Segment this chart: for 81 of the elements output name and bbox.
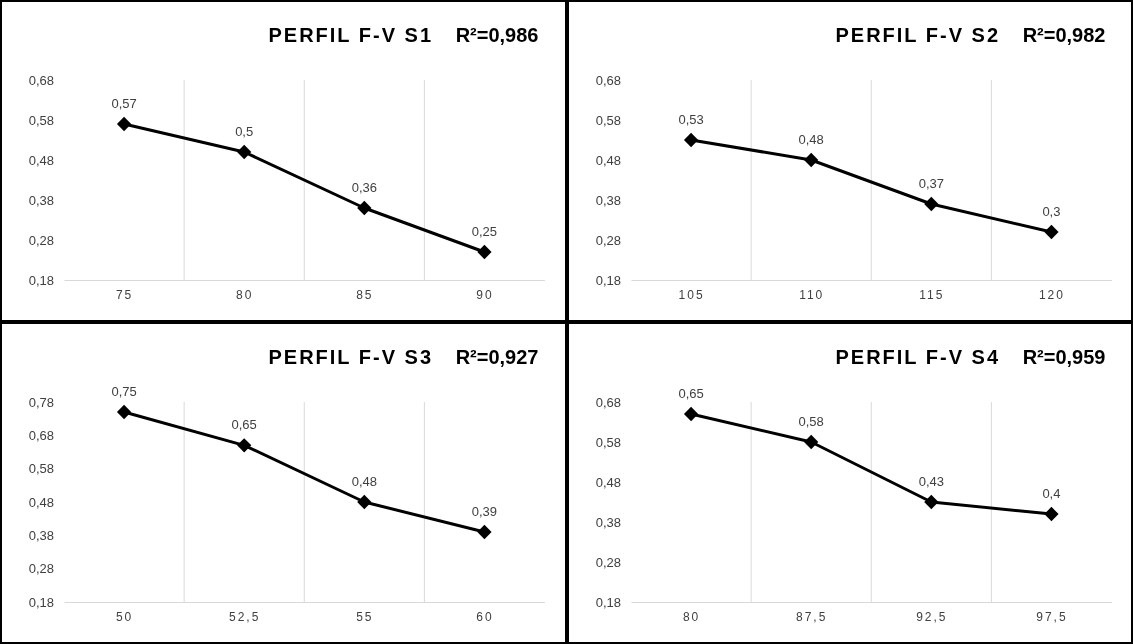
- y-tick-label: 0,18: [28, 272, 54, 288]
- y-tick-label: 0,48: [595, 152, 621, 168]
- x-tick-label: 80: [236, 287, 254, 302]
- x-tick-label: 90: [476, 287, 494, 302]
- text: R²=0,986: [455, 24, 539, 46]
- text: R²=0,959: [1022, 346, 1105, 368]
- point: [683, 406, 698, 422]
- x-tick-label: 52,5: [229, 609, 261, 624]
- chart-title: PERFIL F-V S4: [834, 346, 1000, 368]
- y-tick-label: 0,18: [595, 594, 621, 610]
- y-tick-label: 0,68: [28, 427, 54, 443]
- y-tick-label: 0,58: [595, 434, 621, 450]
- x-tick-label: 87,5: [795, 609, 827, 624]
- y-tick-label: 0,38: [595, 514, 621, 530]
- x-tick-label: 110: [798, 287, 824, 302]
- data-label: 0,36: [351, 180, 377, 195]
- x-tick-label: 115: [918, 287, 944, 302]
- point: [237, 144, 252, 160]
- data-label: 0,48: [798, 132, 824, 147]
- x-tick-label: 97,5: [1035, 609, 1068, 624]
- point: [357, 200, 372, 216]
- x-tick-label: 80: [682, 609, 700, 624]
- data-label: 0,39: [471, 504, 498, 519]
- text: R²=0,982: [1022, 24, 1105, 46]
- data-label: 0,53: [677, 112, 704, 127]
- data-label: 0,58: [798, 414, 824, 429]
- y-tick-label: 0,58: [28, 461, 54, 477]
- data-label: 0,25: [471, 224, 498, 239]
- point: [477, 524, 492, 540]
- chart-title: PERFIL F-V S3: [268, 346, 434, 368]
- y-tick-label: 0,28: [595, 554, 621, 570]
- point: [237, 438, 252, 453]
- y-tick-label: 0,68: [28, 72, 54, 88]
- y-tick-label: 0,18: [595, 272, 621, 288]
- data-label: 0,75: [111, 384, 137, 399]
- point: [357, 494, 372, 510]
- point: [1043, 506, 1059, 522]
- x-tick-label: 120: [1038, 287, 1065, 302]
- y-tick-label: 0,48: [28, 152, 54, 168]
- y-tick-label: 0,58: [595, 112, 621, 128]
- y-tick-label: 0,68: [595, 394, 621, 410]
- y-tick-label: 0,48: [28, 494, 54, 510]
- data-label: 0,4: [1041, 486, 1060, 501]
- point: [116, 404, 132, 420]
- data-label: 0,57: [111, 96, 137, 111]
- data-label: 0,5: [235, 124, 254, 139]
- y-tick-label: 0,28: [595, 232, 621, 248]
- point: [477, 244, 492, 260]
- point: [803, 152, 818, 168]
- data-label: 0,48: [351, 474, 377, 489]
- x-tick-label: 55: [356, 609, 374, 624]
- x-tick-label: 60: [476, 609, 494, 624]
- data-label: 0,65: [231, 417, 257, 433]
- point: [683, 132, 698, 148]
- chart-title: PERFIL F-V S1: [268, 24, 434, 46]
- point: [923, 494, 938, 510]
- x-tick-label: 105: [678, 287, 705, 302]
- y-tick-label: 0,28: [28, 561, 54, 577]
- data-label: 0,65: [677, 386, 704, 401]
- y-tick-label: 0,38: [28, 192, 54, 208]
- data-label: 0,37: [918, 176, 944, 191]
- y-tick-label: 0,78: [28, 394, 54, 410]
- point: [116, 116, 132, 132]
- y-tick-label: 0,48: [595, 474, 621, 490]
- point: [923, 196, 938, 212]
- x-tick-label: 85: [356, 287, 374, 302]
- y-tick-label: 0,28: [28, 232, 54, 248]
- y-tick-label: 0,18: [28, 594, 54, 610]
- data-label: 0,3: [1041, 204, 1060, 219]
- point: [1043, 224, 1059, 240]
- y-tick-label: 0,38: [28, 527, 54, 543]
- x-tick-label: 92,5: [915, 609, 947, 624]
- x-tick-label: 75: [115, 287, 134, 302]
- y-tick-label: 0,58: [28, 112, 54, 128]
- chart-title: PERFIL F-V S2: [834, 24, 1000, 46]
- x-tick-label: 50: [115, 609, 134, 624]
- text: R²=0,927: [455, 346, 539, 368]
- y-tick-label: 0,68: [595, 72, 621, 88]
- y-tick-label: 0,38: [595, 192, 621, 208]
- point: [803, 434, 818, 450]
- data-label: 0,43: [918, 474, 944, 489]
